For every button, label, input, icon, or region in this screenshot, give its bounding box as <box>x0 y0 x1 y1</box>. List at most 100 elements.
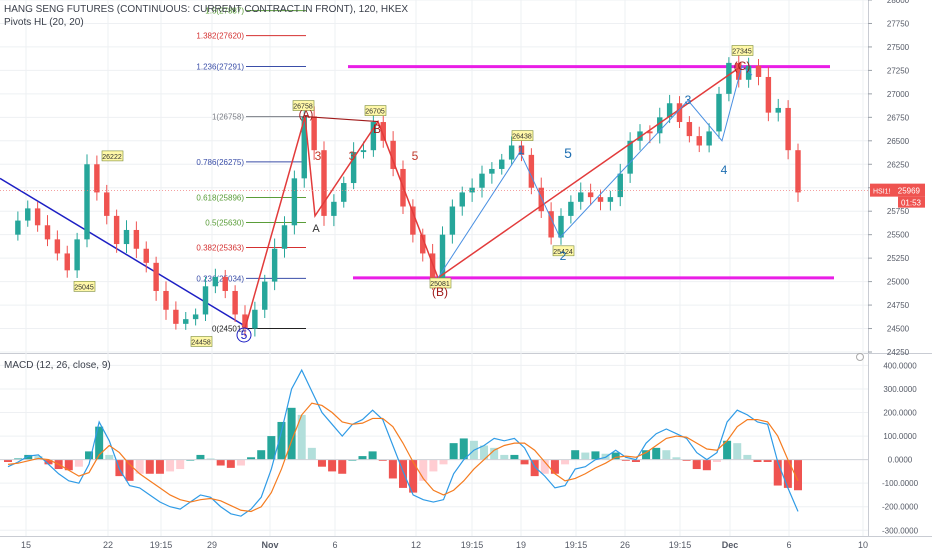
fib-level-label: 0(24501) <box>212 324 244 333</box>
x-tick-label: 22 <box>103 540 113 550</box>
candle-body <box>380 122 386 141</box>
macd-tick-label: -100.0000 <box>882 479 919 488</box>
candle-body <box>499 159 505 169</box>
macd-histogram-bar <box>520 459 529 465</box>
candle-body <box>479 173 485 188</box>
fib-level-label: 0.382(25363) <box>196 244 244 253</box>
candle-body <box>242 314 248 329</box>
candle-body <box>518 145 525 155</box>
x-tick-label: 29 <box>207 540 217 550</box>
macd-histogram-bar <box>753 459 762 462</box>
macd-histogram-bar <box>581 452 590 460</box>
fib-level-label: 0.5(25630) <box>205 218 244 227</box>
candle-body <box>765 76 772 113</box>
price-tick-label: 27250 <box>887 66 910 75</box>
candle-body <box>252 309 258 329</box>
price-tick-label: 28000 <box>887 0 910 5</box>
x-tick-label: 12 <box>411 540 421 550</box>
pivot-label-box <box>552 245 575 257</box>
macd-histogram-bar <box>733 443 742 460</box>
macd-histogram-bar <box>14 458 23 460</box>
candle-body <box>25 208 31 221</box>
candle-body <box>262 281 268 310</box>
candle-body <box>548 211 554 238</box>
signal-line <box>7 402 799 513</box>
wave-count-label: (B) <box>432 285 448 299</box>
candle-body <box>341 183 347 202</box>
macd-histogram-bar <box>723 440 732 460</box>
pivot-label-text: 25081 <box>430 281 450 288</box>
candle-body <box>212 276 219 287</box>
price-tick-label: 25500 <box>887 231 910 240</box>
pivots-indicator-label[interactable]: Pivots HL (20, 20) <box>4 17 84 28</box>
macd-histogram-bar <box>783 459 792 488</box>
macd-histogram-bar <box>145 459 154 474</box>
macd-histogram-bar <box>540 459 549 474</box>
candle-body <box>34 208 41 226</box>
macd-histogram-bar <box>105 454 114 460</box>
macd-histogram-bar <box>459 438 468 460</box>
pivot-label-text: 27345 <box>732 48 752 55</box>
macd-histogram-bar <box>287 407 296 460</box>
candle-body <box>133 229 140 249</box>
wave-count-label: 3 <box>315 149 322 163</box>
pivot-label-box <box>101 150 124 162</box>
macd-histogram-bar <box>358 456 367 460</box>
x-tick-label: 10 <box>858 540 868 550</box>
pivot-label-text: 26222 <box>102 154 122 161</box>
macd-histogram-bar <box>125 459 134 481</box>
candle-body <box>706 131 712 146</box>
macd-histogram-bar <box>257 450 266 460</box>
candle-body <box>420 234 426 254</box>
pivot-label-text: 26758 <box>293 104 313 111</box>
macd-histogram-bar <box>226 459 235 468</box>
macd-histogram-bar <box>74 459 83 467</box>
x-tick-label: 19:15 <box>461 540 484 550</box>
candle-body <box>745 65 752 80</box>
pivot-label-box <box>73 281 96 292</box>
macd-histogram-bar <box>591 451 600 460</box>
wave-count-label: 3 <box>685 93 692 107</box>
pivot-label-box <box>190 336 213 347</box>
candle-body <box>597 197 604 202</box>
x-tick-label: Dec <box>722 540 739 550</box>
countdown-value: 01:53 <box>901 199 922 208</box>
wave-count-label: (A) <box>299 109 314 121</box>
candle-body <box>271 248 278 282</box>
candle-body <box>410 206 416 235</box>
macd-histogram-bar <box>500 454 509 460</box>
candle-body <box>370 122 377 151</box>
macd-histogram-bar <box>743 454 752 460</box>
candle-body <box>469 187 475 193</box>
candle-body <box>686 122 693 137</box>
wave-count-label: 5 <box>412 149 419 163</box>
candle-body <box>54 239 61 254</box>
wave-count-label: 5 <box>564 145 572 161</box>
candle-body <box>84 164 90 240</box>
candle-body <box>94 164 100 193</box>
price-tick-label: 27750 <box>887 19 910 28</box>
macd-histogram-bar <box>642 450 651 460</box>
candle-body <box>785 107 791 151</box>
macd-histogram-bar <box>297 414 306 460</box>
macd-histogram-bar <box>652 447 661 460</box>
candle-body <box>607 197 614 202</box>
candle-body <box>222 276 228 291</box>
macd-histogram-bar <box>429 459 438 472</box>
macd-histogram-bar <box>480 445 489 460</box>
macd-indicator-label[interactable]: MACD (12, 26, close, 9) <box>4 360 111 371</box>
pivot-label-box <box>364 105 387 116</box>
candle-body <box>538 187 544 212</box>
candle-body <box>617 173 623 198</box>
fib-level-label: 0.236(25034) <box>196 274 244 283</box>
macd-histogram-bar <box>672 457 681 460</box>
candle-body <box>232 290 238 315</box>
price-tick-label: 27000 <box>887 90 910 99</box>
wave-count-label: (C) <box>734 59 751 73</box>
candle-body <box>163 290 169 310</box>
chart-title: HANG SENG FUTURES (CONTINUOUS: CURRENT C… <box>4 4 409 15</box>
candle-body <box>202 286 209 315</box>
candle-body <box>459 192 465 207</box>
